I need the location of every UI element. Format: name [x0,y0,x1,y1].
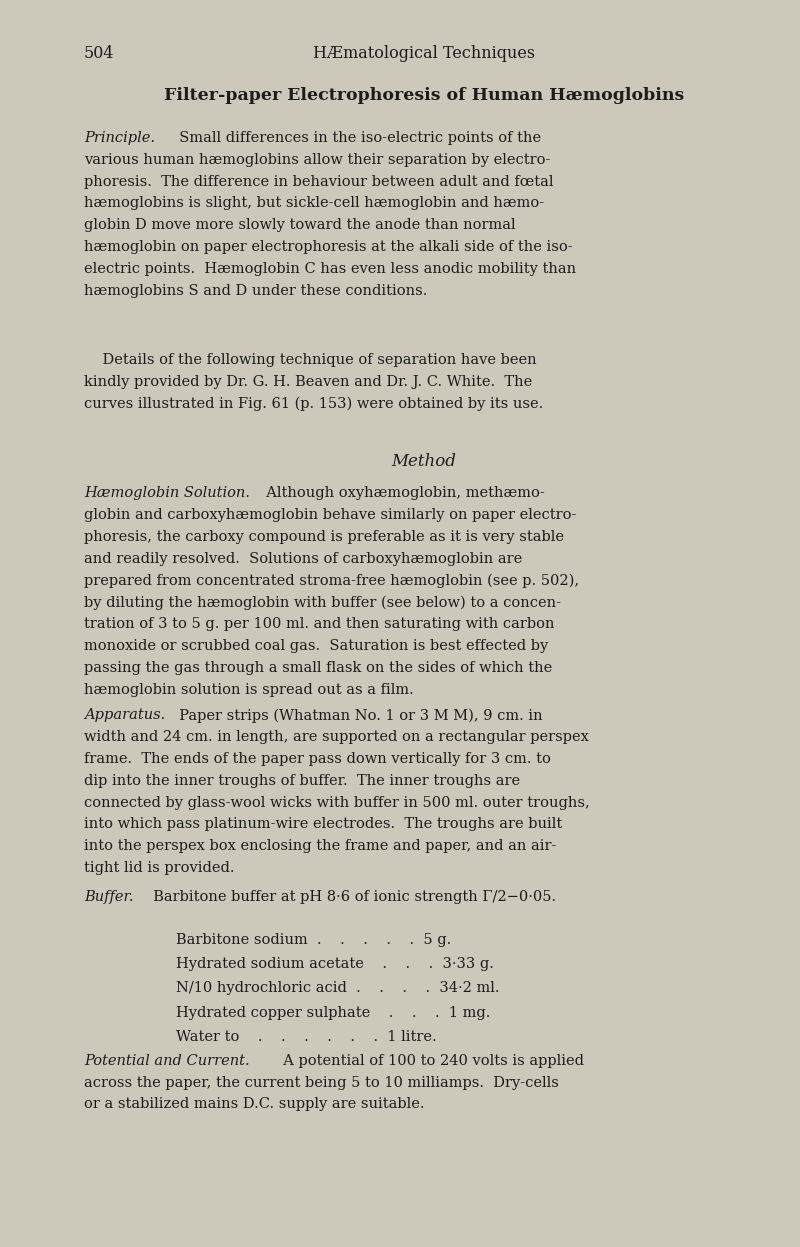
Text: hæmoglobins is slight, but sickle-cell hæmoglobin and hæmo-: hæmoglobins is slight, but sickle-cell h… [84,196,544,211]
Text: or a stabilized mains D.C. supply are suitable.: or a stabilized mains D.C. supply are su… [84,1097,425,1111]
Text: Water to    .    .    .    .    .    .  1 litre.: Water to . . . . . . 1 litre. [176,1030,437,1044]
Text: hæmoglobin on paper electrophoresis at the alkali side of the iso-: hæmoglobin on paper electrophoresis at t… [84,239,573,254]
Text: by diluting the hæmoglobin with buffer (see below) to a concen-: by diluting the hæmoglobin with buffer (… [84,595,561,610]
Text: Barbitone buffer at pH 8·6 of ionic strength Γ/2−0·05.: Barbitone buffer at pH 8·6 of ionic stre… [145,890,557,904]
Text: curves illustrated in Fig. 61 (p. 153) were obtained by its use.: curves illustrated in Fig. 61 (p. 153) w… [84,397,543,412]
Text: phoresis.  The difference in behaviour between adult and fœtal: phoresis. The difference in behaviour be… [84,175,554,188]
Text: Hæmoglobin Solution.: Hæmoglobin Solution. [84,486,250,500]
Text: connected by glass-wool wicks with buffer in 500 ml. outer troughs,: connected by glass-wool wicks with buffe… [84,796,590,809]
Text: A potential of 100 to 240 volts is applied: A potential of 100 to 240 volts is appli… [274,1054,584,1067]
Text: various human hæmoglobins allow their separation by electro-: various human hæmoglobins allow their se… [84,152,550,167]
Text: Small differences in the iso-electric points of the: Small differences in the iso-electric po… [170,131,542,145]
Text: kindly provided by Dr. G. H. Beaven and Dr. J. C. White.  The: kindly provided by Dr. G. H. Beaven and … [84,374,532,389]
Text: globin and carboxyhæmoglobin behave similarly on paper electro-: globin and carboxyhæmoglobin behave simi… [84,509,576,522]
Text: Filter-paper Electrophoresis of Human Hæmoglobins: Filter-paper Electrophoresis of Human Hæ… [164,87,684,105]
Text: width and 24 cm. in length, are supported on a rectangular perspex: width and 24 cm. in length, are supporte… [84,731,589,744]
Text: tight lid is provided.: tight lid is provided. [84,862,234,875]
Text: Buffer.: Buffer. [84,890,134,904]
Text: into the perspex box enclosing the frame and paper, and an air-: into the perspex box enclosing the frame… [84,839,556,853]
Text: hæmoglobin solution is spread out as a film.: hæmoglobin solution is spread out as a f… [84,682,414,697]
Text: into which pass platinum-wire electrodes.  The troughs are built: into which pass platinum-wire electrodes… [84,818,562,832]
Text: Hydrated copper sulphate    .    .    .  1 mg.: Hydrated copper sulphate . . . 1 mg. [176,1005,490,1020]
Text: 504: 504 [84,45,114,62]
Text: Barbitone sodium  .    .    .    .    .  5 g.: Barbitone sodium . . . . . 5 g. [176,933,451,946]
Text: across the paper, the current being 5 to 10 milliamps.  Dry-cells: across the paper, the current being 5 to… [84,1075,559,1090]
Text: Paper strips (Whatman No. 1 or 3 M M), 9 cm. in: Paper strips (Whatman No. 1 or 3 M M), 9… [170,708,543,723]
Text: phoresis, the carboxy compound is preferable as it is very stable: phoresis, the carboxy compound is prefer… [84,530,564,544]
Text: Hydrated sodium acetate    .    .    .  3·33 g.: Hydrated sodium acetate . . . 3·33 g. [176,958,494,971]
Text: frame.  The ends of the paper pass down vertically for 3 cm. to: frame. The ends of the paper pass down v… [84,752,551,766]
Text: and readily resolved.  Solutions of carboxyhæmoglobin are: and readily resolved. Solutions of carbo… [84,551,522,566]
Text: N/10 hydrochloric acid  .    .    .    .  34·2 ml.: N/10 hydrochloric acid . . . . 34·2 ml. [176,981,499,995]
Text: tration of 3 to 5 g. per 100 ml. and then saturating with carbon: tration of 3 to 5 g. per 100 ml. and the… [84,617,554,631]
Text: hæmoglobins S and D under these conditions.: hæmoglobins S and D under these conditio… [84,283,427,298]
Text: globin D move more slowly toward the anode than normal: globin D move more slowly toward the ano… [84,218,516,232]
Text: dip into the inner troughs of buffer.  The inner troughs are: dip into the inner troughs of buffer. Th… [84,773,520,788]
Text: monoxide or scrubbed coal gas.  Saturation is best effected by: monoxide or scrubbed coal gas. Saturatio… [84,638,548,653]
Text: prepared from concentrated stroma-free hæmoglobin (see p. 502),: prepared from concentrated stroma-free h… [84,574,579,589]
Text: passing the gas through a small flask on the sides of which the: passing the gas through a small flask on… [84,661,552,675]
Text: Principle.: Principle. [84,131,155,145]
Text: Potential and Current.: Potential and Current. [84,1054,250,1067]
Text: Method: Method [391,453,457,470]
Text: electric points.  Hæmoglobin C has even less anodic mobility than: electric points. Hæmoglobin C has even l… [84,262,576,276]
Text: Although oxyhæmoglobin, methæmo-: Although oxyhæmoglobin, methæmo- [257,486,545,500]
Text: Apparatus.: Apparatus. [84,708,166,722]
Text: Details of the following technique of separation have been: Details of the following technique of se… [84,353,537,367]
Text: HÆmatological Techniques: HÆmatological Techniques [313,45,535,62]
